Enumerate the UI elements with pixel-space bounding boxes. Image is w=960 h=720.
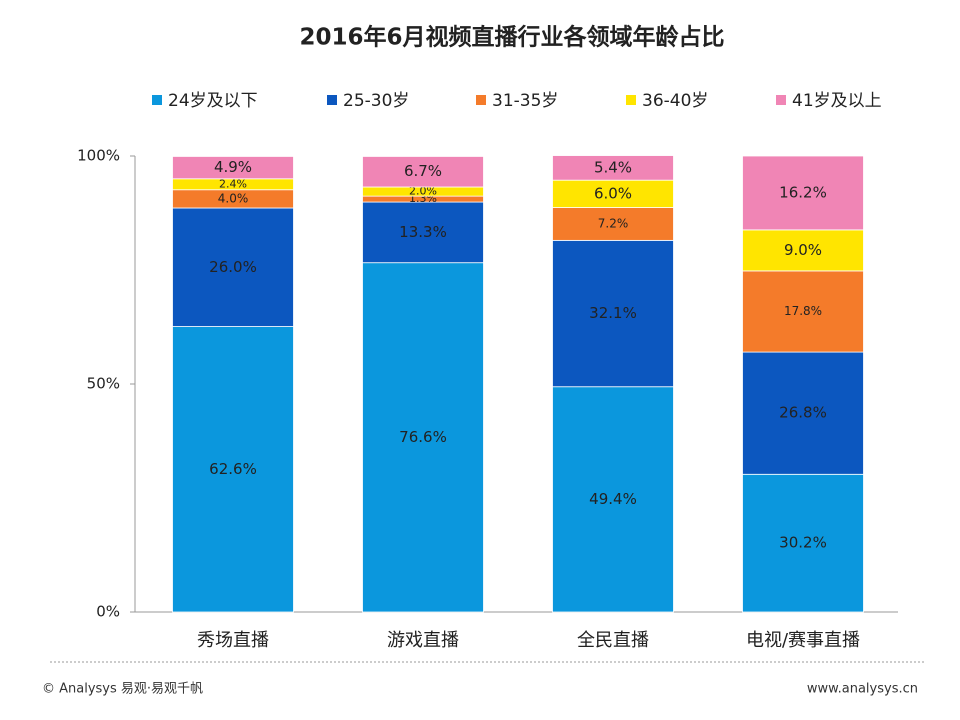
- value-label: 7.2%: [598, 216, 629, 230]
- x-tick-label: 全民直播: [577, 630, 649, 651]
- legend-swatch: [626, 95, 636, 105]
- bar-segment: [362, 156, 484, 188]
- value-label: 49.4%: [589, 490, 637, 508]
- bar-segment: [552, 155, 674, 181]
- value-label: 9.0%: [784, 241, 822, 259]
- bar-segment: [742, 351, 864, 475]
- value-label: 5.4%: [594, 158, 632, 176]
- value-label: 13.3%: [399, 223, 447, 241]
- bar-segment: [172, 156, 294, 180]
- legend-label: 24岁及以下: [168, 91, 258, 111]
- bar-segment: [552, 207, 674, 241]
- value-label: 26.8%: [779, 404, 827, 422]
- x-tick-label: 游戏直播: [387, 630, 459, 651]
- legend-label: 36-40岁: [642, 91, 708, 111]
- bar-segment: [552, 239, 674, 388]
- legend-label: 31-35岁: [492, 91, 558, 111]
- bar-segment: [742, 473, 864, 613]
- value-label: 4.9%: [214, 158, 252, 176]
- legend-swatch: [152, 95, 162, 105]
- footer-left: © Analysys 易观·易观千帆: [42, 682, 203, 697]
- value-label: 26.0%: [209, 258, 257, 276]
- value-label: 16.2%: [779, 183, 827, 201]
- x-tick-label: 电视/赛事直播: [746, 630, 860, 651]
- legend-label: 41岁及以上: [792, 91, 882, 111]
- value-label: 6.0%: [594, 184, 632, 202]
- bar-segment: [742, 155, 864, 231]
- y-tick-label: 50%: [87, 375, 120, 393]
- value-label: 2.4%: [219, 177, 247, 190]
- legend-swatch: [476, 95, 486, 105]
- bar-segment: [742, 229, 864, 272]
- footer-right: www.analysys.cn: [807, 682, 918, 697]
- value-label: 17.8%: [784, 304, 822, 318]
- bar-segment: [172, 207, 294, 327]
- bar-segment: [172, 326, 294, 613]
- y-tick-label: 100%: [77, 147, 120, 165]
- value-label: 76.6%: [399, 428, 447, 446]
- value-label: 6.7%: [404, 162, 442, 180]
- chart-title: 2016年6月视频直播行业各领域年龄占比: [299, 24, 724, 51]
- legend-swatch: [776, 95, 786, 105]
- value-label: 2.0%: [409, 185, 437, 198]
- value-label: 62.6%: [209, 460, 257, 478]
- y-tick-label: 0%: [96, 603, 120, 621]
- value-label: 30.2%: [779, 534, 827, 552]
- bar-segment: [552, 386, 674, 613]
- bar-segment: [552, 179, 674, 208]
- value-label: 4.0%: [218, 191, 249, 205]
- legend-label: 25-30岁: [343, 91, 409, 111]
- legend-swatch: [327, 95, 337, 105]
- x-tick-label: 秀场直播: [197, 630, 269, 651]
- bar-segment: [742, 270, 864, 353]
- value-label: 32.1%: [589, 304, 637, 322]
- bar-segment: [362, 262, 484, 613]
